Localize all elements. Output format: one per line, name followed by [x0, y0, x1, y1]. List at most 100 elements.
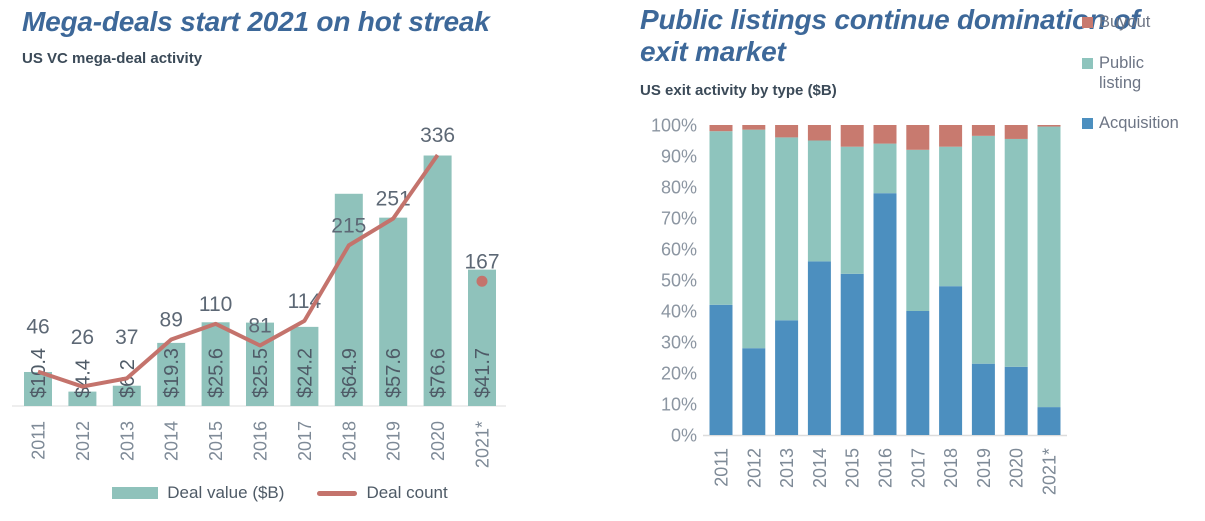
- x-tick-2018: 2018: [339, 421, 359, 461]
- public-listing-legend-swatch: [1082, 57, 1093, 69]
- acquisition-segment-2018: [939, 286, 963, 435]
- deal-count-label-2011: 46: [26, 316, 49, 339]
- deal-value-label-2017: $24.2: [294, 348, 316, 398]
- public-listing-segment-2012: [742, 129, 766, 349]
- x-tick-2011: 2011: [29, 421, 49, 460]
- legend-item-buyout: Buyout: [1082, 13, 1204, 33]
- buyout-segment-2021*: [1037, 125, 1061, 127]
- legend-item-acquisition: Acquisition: [1082, 114, 1204, 134]
- deal-value-bar-2015: [201, 322, 230, 406]
- deal-value-bar-2016: [246, 322, 274, 406]
- buyout-legend-swatch: [1082, 17, 1093, 28]
- x-tick-2021*: 2021*: [1040, 448, 1060, 495]
- acquisition-segment-2017: [906, 311, 930, 435]
- x-tick-2019: 2019: [384, 421, 404, 461]
- exit-market-subtitle: US exit activity by type ($B): [640, 82, 837, 99]
- deal-value-label-2014: $19.3: [161, 348, 183, 398]
- acquisition-segment-2021*: [1037, 407, 1061, 435]
- x-tick-2015: 2015: [843, 448, 863, 488]
- buyout-segment-2014: [807, 125, 831, 141]
- buyout-segment-2019: [971, 125, 995, 136]
- x-tick-2014: 2014: [810, 448, 830, 488]
- mega-deals-panel: Mega-deals start 2021 on hot streak US V…: [0, 6, 560, 503]
- buyout-segment-2013: [775, 125, 799, 138]
- public-listing-segment-2021*: [1037, 126, 1061, 408]
- deal-value-bar-2012: [68, 391, 97, 406]
- x-tick-2011: 2011: [712, 448, 732, 487]
- public-listing-segment-2013: [775, 137, 799, 321]
- public-listing-segment-2018: [939, 146, 963, 287]
- x-tick-2016: 2016: [251, 421, 271, 461]
- public-listing-segment-2011: [709, 131, 733, 305]
- buyout-segment-2012: [742, 125, 766, 130]
- buyout-segment-2016: [873, 125, 897, 144]
- x-tick-2013: 2013: [117, 421, 137, 461]
- y-tick-40pct: 40%: [661, 302, 697, 322]
- deal-value-label-2015: $25.6: [206, 348, 228, 398]
- y-tick-90pct: 90%: [661, 147, 697, 167]
- deal-count-label-2016: 81: [248, 314, 271, 337]
- public-listing-segment-2016: [873, 143, 897, 194]
- deal-count-label-2018: 215: [331, 214, 366, 237]
- deal-value-bar-2018: [334, 193, 363, 406]
- acquisition-segment-2012: [742, 348, 766, 435]
- exit-market-title: Public listings continue domination of e…: [640, 4, 1140, 67]
- acquisition-segment-2020: [1004, 366, 1028, 435]
- exit-market-panel: Public listings continue domination of e…: [640, 0, 1205, 521]
- deal-value-label-2020: $76.6: [428, 348, 450, 398]
- public-listing-segment-2015: [840, 146, 864, 274]
- mega-deal-activity-chart: $10.4462011$4.4262012$6.2372013$19.38920…: [12, 124, 506, 468]
- x-tick-2017: 2017: [295, 421, 315, 461]
- buyout-segment-2015: [840, 125, 864, 147]
- deal-count-label-2020: 336: [420, 124, 455, 147]
- x-tick-2016: 2016: [876, 448, 896, 488]
- deal-value-label-2018: $64.9: [339, 348, 361, 398]
- public-listing-legend-label: Public listing: [1099, 53, 1144, 92]
- x-tick-2019: 2019: [974, 448, 994, 488]
- acquisition-legend-label: Acquisition: [1099, 114, 1179, 133]
- deal-count-legend-label: Deal count: [366, 483, 448, 502]
- x-tick-2013: 2013: [777, 448, 797, 488]
- exit-market-legend: Buyout Public listing Acquisition: [1082, 13, 1204, 155]
- x-tick-2012: 2012: [744, 448, 764, 488]
- deal-count-line: [37, 153, 440, 389]
- y-tick-10pct: 10%: [661, 395, 697, 415]
- deal-count-label-2012: 26: [71, 326, 94, 349]
- acquisition-segment-2014: [807, 261, 831, 435]
- deal-value-legend-swatch: [112, 487, 159, 499]
- acquisition-segment-2015: [840, 273, 864, 435]
- exit-activity-chart: 0% 10% 20% 30% 40% 50% 60% 70% 80% 90% 100% 2011 201…: [651, 116, 1067, 495]
- y-tick-30pct: 30%: [661, 333, 697, 353]
- deal-value-bar-2011: [24, 371, 52, 406]
- y-tick-80pct: 80%: [661, 178, 697, 198]
- x-tick-2012: 2012: [73, 421, 93, 461]
- deal-count-legend-swatch: [317, 490, 358, 496]
- x-tick-2020: 2020: [1007, 448, 1027, 488]
- deal-value-bar-2017: [290, 326, 319, 406]
- y-tick-70pct: 70%: [661, 209, 697, 229]
- acquisition-segment-2013: [775, 320, 799, 435]
- acquisition-segment-2016: [873, 193, 897, 435]
- deal-value-bar-2021*: [468, 269, 496, 406]
- mega-deals-title: Mega-deals start 2021 on hot streak: [22, 6, 490, 37]
- mega-deals-legend: Deal value ($B) Deal count: [0, 483, 560, 503]
- y-tick-50pct: 50%: [661, 271, 697, 291]
- deal-count-label-2021*: 167: [464, 250, 499, 273]
- deal-count-label-2013: 37: [115, 326, 138, 349]
- buyout-segment-2011: [709, 125, 733, 132]
- deal-value-label-2016: $25.5: [250, 348, 272, 398]
- public-listing-segment-2019: [971, 135, 995, 364]
- y-tick-0pct: 0%: [671, 426, 697, 446]
- x-tick-2017: 2017: [908, 448, 928, 488]
- public-listing-segment-2014: [807, 140, 831, 262]
- acquisition-segment-2011: [709, 304, 733, 435]
- x-tick-2018: 2018: [941, 448, 961, 488]
- deal-value-bar-2013: [112, 385, 141, 406]
- deal-value-bar-2020: [423, 155, 452, 406]
- deal-count-label-2015: 110: [199, 293, 232, 316]
- acquisition-segment-2019: [971, 363, 995, 435]
- deal-count-point-2021: [476, 275, 488, 287]
- buyout-segment-2020: [1004, 125, 1028, 139]
- x-tick-2015: 2015: [206, 421, 226, 461]
